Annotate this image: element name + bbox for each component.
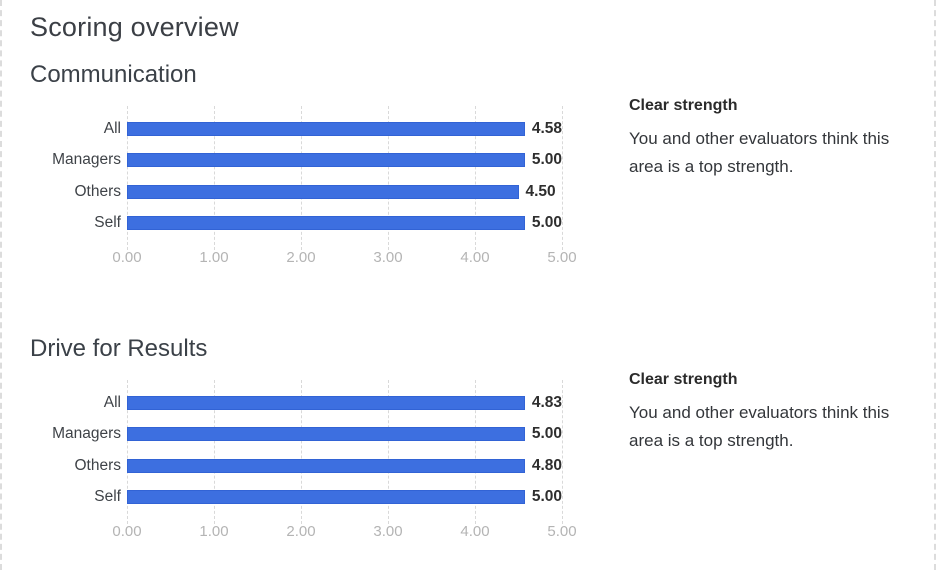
bar-value-label: 4.80 <box>531 456 562 474</box>
axis-tick-label: 2.00 <box>286 523 316 540</box>
bar-row: Others 4.50 <box>30 176 590 208</box>
bar-value-label: 4.83 <box>531 393 562 411</box>
note-body: You and other evaluators think this area… <box>629 403 890 450</box>
x-axis: 0.00 1.00 2.00 3.00 4.00 5.00 <box>112 523 576 545</box>
category-label: Self <box>94 214 121 232</box>
gridline <box>301 380 302 524</box>
bar-track: 4.80 <box>127 457 562 475</box>
note-heading: Clear strength <box>629 97 738 114</box>
bar-row: Self 5.00 <box>30 208 590 240</box>
bar-track: 5.00 <box>127 425 562 443</box>
bar-row: All 4.83 <box>30 387 590 419</box>
section-row: All 4.58 Managers 5.00 Others 4.50 Self 5.00 0.0… <box>30 97 934 271</box>
communication-note: Clear strength You and other evaluators … <box>629 97 924 180</box>
category-label: Managers <box>52 151 121 169</box>
bar <box>127 427 525 442</box>
gridline <box>301 106 302 250</box>
axis-tick-label: 3.00 <box>373 523 403 540</box>
bar-row: Self 5.00 <box>30 482 590 514</box>
gridline <box>127 106 128 250</box>
bar <box>127 490 525 505</box>
axis-tick-label: 4.00 <box>460 249 490 266</box>
chart-gridlines <box>127 106 563 250</box>
bar-track: 5.00 <box>127 488 562 506</box>
axis-tick-label: 5.00 <box>547 523 577 540</box>
gridline <box>475 380 476 524</box>
gridline <box>214 106 215 250</box>
note-heading: Clear strength <box>629 371 738 388</box>
bar <box>127 184 519 199</box>
gridline <box>127 380 128 524</box>
x-axis: 0.00 1.00 2.00 3.00 4.00 5.00 <box>112 249 576 271</box>
bar-track: 5.00 <box>127 151 562 169</box>
bar-value-label: 5.00 <box>531 151 562 169</box>
bar-value-label: 4.58 <box>531 119 562 137</box>
category-label: All <box>103 393 121 411</box>
category-label: All <box>103 119 121 137</box>
axis-tick-label: 5.00 <box>547 249 577 266</box>
section-row: All 4.83 Managers 5.00 Others 4.80 Self 5.00 0.0… <box>30 371 934 545</box>
section-communication: Communication All 4.58 Managers 5.00 Others 4… <box>30 61 934 271</box>
axis-tick-label: 1.00 <box>199 249 229 266</box>
section-title-drive-for-results: Drive for Results <box>30 335 208 362</box>
category-label: Others <box>74 182 121 200</box>
bar <box>127 458 525 473</box>
section-drive-for-results: Drive for Results All 4.83 Managers 5.00 Oth… <box>30 335 934 545</box>
gridline <box>388 380 389 524</box>
bar-row: Others 4.80 <box>30 450 590 482</box>
section-title-communication: Communication <box>30 61 197 88</box>
chart-rows: All 4.58 Managers 5.00 Others 4.50 Self 5.00 <box>30 113 590 239</box>
category-label: Managers <box>52 425 121 443</box>
axis-tick-label: 4.00 <box>460 523 490 540</box>
bar-row: Managers 5.00 <box>30 145 590 177</box>
bar-row: Managers 5.00 <box>30 419 590 451</box>
chart-gridlines <box>127 380 563 524</box>
bar-value-label: 4.50 <box>525 182 556 200</box>
communication-bar-chart: All 4.58 Managers 5.00 Others 4.50 Self 5.00 0.0… <box>30 106 590 271</box>
bar-track: 4.58 <box>127 120 562 138</box>
gridline <box>562 106 563 250</box>
bar-value-label: 5.00 <box>531 488 562 506</box>
gridline <box>214 380 215 524</box>
gridline <box>388 106 389 250</box>
category-label: Self <box>94 488 121 506</box>
drive-for-results-bar-chart: All 4.83 Managers 5.00 Others 4.80 Self 5.00 0.0… <box>30 380 590 545</box>
gridline <box>475 106 476 250</box>
bar <box>127 153 525 168</box>
chart-rows: All 4.83 Managers 5.00 Others 4.80 Self 5.00 <box>30 387 590 513</box>
bar-value-label: 5.00 <box>531 214 562 232</box>
bar <box>127 121 525 136</box>
bar-track: 5.00 <box>127 214 562 232</box>
bar <box>127 395 525 410</box>
category-label: Others <box>74 456 121 474</box>
axis-tick-label: 3.00 <box>373 249 403 266</box>
axis-tick-label: 0.00 <box>112 249 142 266</box>
axis-tick-label: 2.00 <box>286 249 316 266</box>
bar-value-label: 5.00 <box>531 425 562 443</box>
axis-tick-label: 0.00 <box>112 523 142 540</box>
bar-track: 4.50 <box>127 183 562 201</box>
bar-row: All 4.58 <box>30 113 590 145</box>
bar <box>127 216 525 231</box>
gridline <box>562 380 563 524</box>
drive-for-results-note: Clear strength You and other evaluators … <box>629 371 924 454</box>
bar-track: 4.83 <box>127 394 562 412</box>
note-body: You and other evaluators think this area… <box>629 129 890 176</box>
axis-tick-label: 1.00 <box>199 523 229 540</box>
page-title: Scoring overview <box>30 12 239 42</box>
